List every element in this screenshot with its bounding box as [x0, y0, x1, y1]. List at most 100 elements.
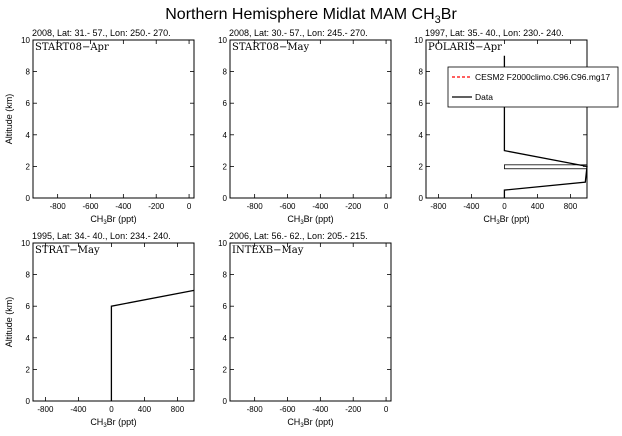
y-tick-label: 4 [419, 131, 424, 140]
legend-entry-label: CESM2 F2000climo.C96.C96.mg17 [475, 72, 610, 82]
x-axis-label-tail: Br (ppt) [107, 417, 137, 427]
x-tick-label: -200 [148, 202, 165, 211]
y-tick-label: 2 [26, 162, 31, 171]
x-axis-label-tail: Br (ppt) [107, 214, 137, 224]
y-tick-label: 6 [26, 99, 31, 108]
x-tick-label: -800 [430, 202, 447, 211]
y-tick-label: 0 [223, 397, 228, 406]
x-axis-label-main: CH [90, 417, 103, 427]
y-axis-label: Altitude (km) [4, 297, 14, 348]
y-tick-label: 6 [223, 99, 228, 108]
x-tick-label: -200 [345, 405, 362, 414]
x-tick-label: -800 [50, 202, 67, 211]
panel-polaris-apr: 1997, Lat: 35.- 40., Lon: 230.- 240. POLA… [414, 28, 619, 226]
x-tick-label: 0 [502, 202, 507, 211]
plot-frame [229, 242, 392, 402]
figure-title-tail: Br [441, 6, 458, 23]
x-tick-label: 800 [564, 202, 578, 211]
series-line-data [503, 55, 588, 198]
panel-intexb-may: 2006, Lat: 56.- 62., Lon: 205.- 215. INTE… [218, 231, 392, 429]
y-tick-label: 2 [223, 162, 228, 171]
x-axis-label-sub: 3 [496, 220, 500, 226]
x-axis-label: CH3Br (ppt) [90, 214, 136, 226]
y-tick-label: 6 [26, 302, 31, 311]
x-tick-label: -800 [247, 202, 264, 211]
x-axis-label: CH3Br (ppt) [90, 417, 136, 429]
x-axis-label: CH3Br (ppt) [483, 214, 529, 226]
panel-start08-may: 2008, Lat: 30.- 57., Lon: 245.- 270. STAR… [218, 28, 392, 226]
panels: 2008, Lat: 31.- 57., Lon: 250.- 270. STAR… [4, 28, 619, 429]
x-tick-label: -400 [312, 202, 329, 211]
y-tick-label: 8 [223, 68, 228, 77]
y-tick-label: 4 [223, 334, 228, 343]
y-tick-label: 4 [26, 334, 31, 343]
y-tick-label: 6 [223, 302, 228, 311]
x-tick-label: 0 [187, 202, 192, 211]
y-tick-label: 10 [21, 239, 30, 248]
figure-title-main: Northern Hemisphere Midlat MAM CH [165, 6, 434, 23]
x-tick-label: -200 [345, 202, 362, 211]
campaign-label: INTEXB−May [232, 245, 304, 256]
x-axis-label-main: CH [483, 214, 496, 224]
campaign-label: POLARIS−Apr [428, 42, 502, 53]
panel-info: 2006, Lat: 56.- 62., Lon: 205.- 215. [229, 231, 368, 241]
x-tick-label: 0 [109, 405, 114, 414]
plot-frame [229, 39, 392, 199]
y-tick-label: 6 [419, 99, 424, 108]
x-axis-label-sub: 3 [103, 220, 107, 226]
series-line-data [110, 289, 195, 401]
y-axis-label: Altitude (km) [4, 94, 14, 145]
x-tick-label: -400 [312, 405, 329, 414]
x-tick-label: 400 [138, 405, 152, 414]
y-tick-label: 0 [26, 397, 31, 406]
y-tick-label: 8 [26, 271, 31, 280]
x-tick-label: 0 [384, 202, 389, 211]
panel-strat-may: 1995, Lat: 34.- 40., Lon: 234.- 240. STRA… [4, 231, 195, 429]
y-tick-label: 0 [223, 194, 228, 203]
y-tick-label: 4 [26, 131, 31, 140]
y-tick-label: 2 [419, 162, 424, 171]
x-axis-label-sub: 3 [300, 423, 304, 429]
x-tick-label: 0 [384, 405, 389, 414]
x-axis-label-main: CH [287, 417, 300, 427]
x-axis-label-tail: Br (ppt) [304, 214, 334, 224]
x-tick-label: -400 [70, 405, 87, 414]
x-axis-label-main: CH [287, 214, 300, 224]
y-tick-label: 4 [223, 131, 228, 140]
panel-info: 1997, Lat: 35.- 40., Lon: 230.- 240. [425, 28, 564, 38]
data-range-box [504, 164, 588, 170]
legend-box [447, 66, 619, 108]
y-tick-label: 10 [218, 36, 227, 45]
x-tick-label: -800 [37, 405, 54, 414]
x-tick-label: -600 [82, 202, 99, 211]
y-tick-label: 0 [26, 194, 31, 203]
campaign-label: START08−Apr [35, 42, 109, 53]
x-tick-label: -800 [247, 405, 264, 414]
plot-frame [32, 242, 195, 402]
figure-title-sub: 3 [435, 14, 441, 26]
campaign-label: START08−May [232, 42, 310, 53]
panel-start08-apr: 2008, Lat: 31.- 57., Lon: 250.- 270. STAR… [4, 28, 195, 226]
x-axis-label-main: CH [90, 214, 103, 224]
figure-title: Northern Hemisphere Midlat MAM CH3Br [165, 6, 457, 26]
x-axis-label: CH3Br (ppt) [287, 214, 333, 226]
x-axis-label-tail: Br (ppt) [500, 214, 530, 224]
panel-info: 2008, Lat: 30.- 57., Lon: 245.- 270. [229, 28, 368, 38]
panel-info: 2008, Lat: 31.- 57., Lon: 250.- 270. [32, 28, 171, 38]
panel-info: 1995, Lat: 34.- 40., Lon: 234.- 240. [32, 231, 171, 241]
y-tick-label: 8 [26, 68, 31, 77]
x-axis-label-tail: Br (ppt) [304, 417, 334, 427]
x-tick-label: 400 [531, 202, 545, 211]
y-tick-label: 10 [414, 36, 423, 45]
plot-frame [425, 39, 588, 199]
y-tick-label: 2 [26, 365, 31, 374]
y-tick-label: 0 [419, 194, 424, 203]
legend-entry-label: Data [475, 92, 493, 102]
x-axis-label: CH3Br (ppt) [287, 417, 333, 429]
x-tick-label: -600 [279, 405, 296, 414]
y-tick-label: 2 [223, 365, 228, 374]
y-tick-label: 10 [218, 239, 227, 248]
x-tick-label: -400 [463, 202, 480, 211]
y-tick-label: 8 [419, 68, 424, 77]
